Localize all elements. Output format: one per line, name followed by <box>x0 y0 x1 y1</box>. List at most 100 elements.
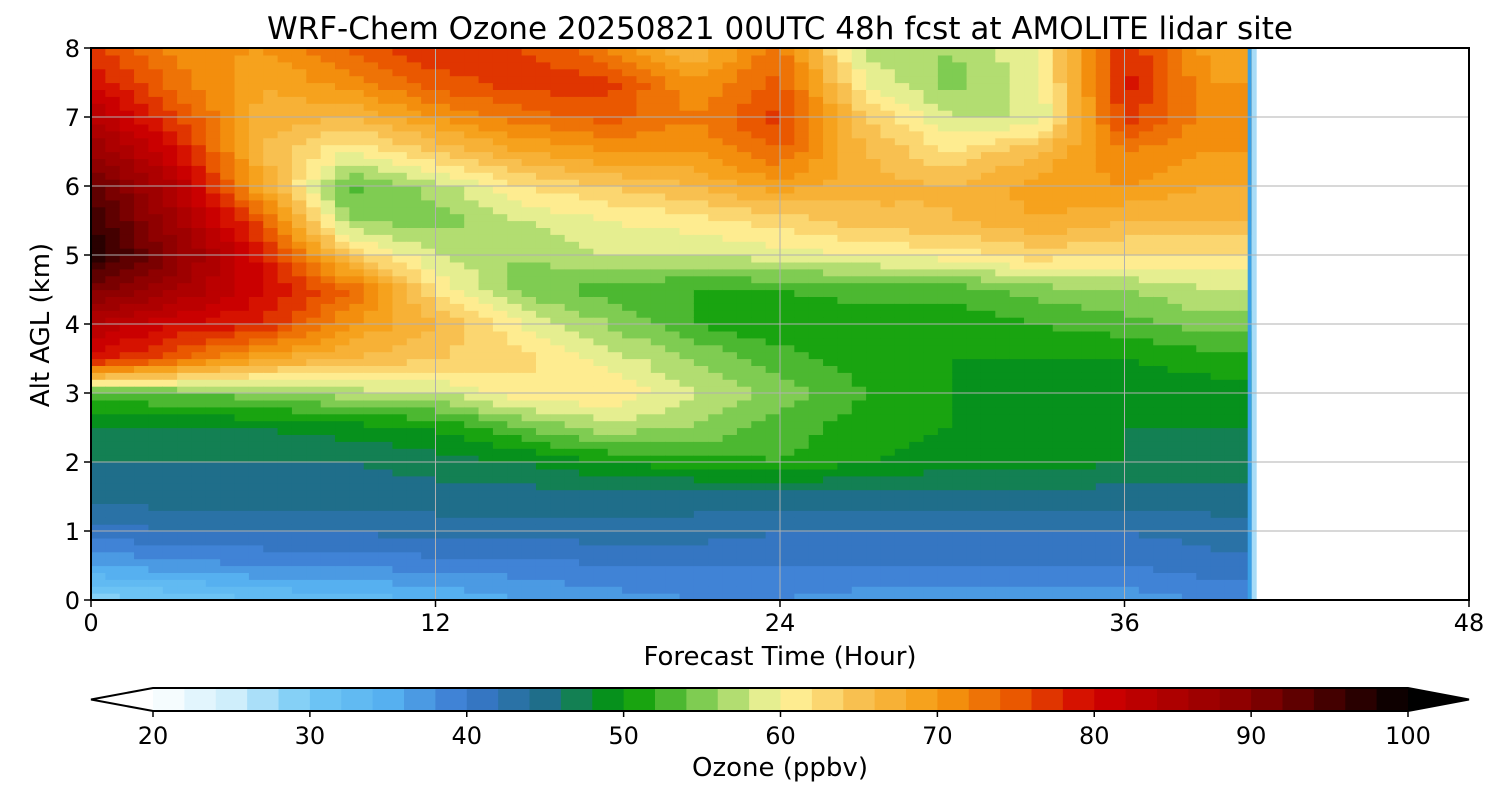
heatmap-cell <box>521 579 537 587</box>
heatmap-cell <box>335 289 350 297</box>
heatmap-cell <box>837 551 853 560</box>
heatmap-cell <box>421 241 437 249</box>
heatmap-cell <box>923 103 939 111</box>
heatmap-cell <box>708 234 724 242</box>
heatmap-cell <box>478 503 494 511</box>
heatmap-cell <box>177 586 193 594</box>
heatmap-cell <box>421 144 437 153</box>
heatmap-cell <box>320 365 336 373</box>
heatmap-cell <box>320 482 336 491</box>
heatmap-cell <box>205 579 221 587</box>
heatmap-cell <box>406 310 422 318</box>
heatmap-cell <box>894 186 910 194</box>
heatmap-cell <box>134 496 150 504</box>
heatmap-cell <box>722 330 738 339</box>
heatmap-cell <box>234 172 250 180</box>
heatmap-cell <box>923 489 939 498</box>
heatmap-cell <box>650 137 666 146</box>
heatmap-cell <box>880 89 896 97</box>
heatmap-cell <box>392 586 408 594</box>
heatmap-cell <box>823 248 839 256</box>
heatmap-cell <box>220 317 236 325</box>
heatmap-cell <box>335 593 350 600</box>
heatmap-cell <box>794 406 810 415</box>
heatmap-cell <box>564 227 580 235</box>
heatmap-cell <box>966 137 982 146</box>
heatmap-cell <box>650 117 666 125</box>
heatmap-cell <box>378 386 394 394</box>
heatmap-cell <box>162 462 178 470</box>
heatmap-cell <box>306 282 322 291</box>
heatmap-cell <box>693 227 709 235</box>
heatmap-cell <box>234 248 250 256</box>
heatmap-cell <box>579 317 594 325</box>
heatmap-cell <box>622 324 638 332</box>
heatmap-cell <box>765 531 781 539</box>
heatmap-cell <box>162 179 178 187</box>
heatmap-cell <box>291 413 307 422</box>
heatmap-cell <box>751 496 767 504</box>
heatmap-cell <box>937 137 953 146</box>
heatmap-cell <box>894 310 910 318</box>
heatmap-cell <box>349 531 365 539</box>
heatmap-cell <box>579 268 594 277</box>
heatmap-cell <box>866 234 882 242</box>
heatmap-cell <box>866 158 882 166</box>
heatmap-cell <box>550 379 566 387</box>
heatmap-cell <box>363 296 379 304</box>
heatmap-cell <box>119 593 135 600</box>
heatmap-cell <box>794 303 810 311</box>
heatmap-cell <box>277 531 293 539</box>
heatmap-cell <box>736 213 752 222</box>
heatmap-cell <box>134 255 150 263</box>
heatmap-cell <box>636 103 652 111</box>
heatmap-cell <box>736 427 752 435</box>
heatmap-cell <box>823 558 839 567</box>
heatmap-cell <box>751 130 767 139</box>
heatmap-cell <box>880 503 896 511</box>
heatmap-cell <box>622 351 638 360</box>
heatmap-cell <box>435 351 451 360</box>
heatmap-cell <box>693 572 709 580</box>
heatmap-cell <box>665 448 681 456</box>
heatmap-cell <box>722 179 738 187</box>
heatmap-cell <box>205 68 221 77</box>
heatmap-cell <box>291 372 307 380</box>
heatmap-cell <box>837 68 853 77</box>
heatmap-cell <box>722 213 738 222</box>
heatmap-cell <box>492 475 508 484</box>
heatmap-cell <box>736 489 752 498</box>
heatmap-cell <box>449 165 465 173</box>
heatmap-cell <box>823 462 839 470</box>
heatmap-cell <box>306 248 322 256</box>
heatmap-cell <box>134 337 150 346</box>
heatmap-cell <box>909 227 925 235</box>
heatmap-cell <box>306 54 322 63</box>
heatmap-cell <box>162 330 178 339</box>
heatmap-cell <box>708 289 724 297</box>
heatmap-cell <box>234 351 250 360</box>
heatmap-cell <box>177 241 193 249</box>
heatmap-cell <box>622 524 638 532</box>
heatmap-cell <box>392 358 408 366</box>
heatmap-cell <box>636 220 652 228</box>
heatmap-cell <box>751 558 767 567</box>
heatmap-cell <box>148 406 164 415</box>
heatmap-cell <box>823 551 839 560</box>
heatmap-cell <box>191 261 207 270</box>
heatmap-cell <box>91 531 106 539</box>
heatmap-cell <box>335 117 350 125</box>
heatmap-cell <box>708 296 724 304</box>
heatmap-cell <box>765 462 781 470</box>
heatmap-cell <box>263 551 279 560</box>
heatmap-cell <box>880 475 896 484</box>
heatmap-cell <box>866 434 882 442</box>
heatmap-cell <box>507 289 523 297</box>
heatmap-cell <box>808 96 824 104</box>
heatmap-cell <box>952 524 968 532</box>
heatmap-cell <box>291 227 307 235</box>
heatmap-cell <box>421 379 437 387</box>
heatmap-cell <box>263 199 279 208</box>
heatmap-cell <box>421 434 437 442</box>
heatmap-cell <box>765 503 781 511</box>
